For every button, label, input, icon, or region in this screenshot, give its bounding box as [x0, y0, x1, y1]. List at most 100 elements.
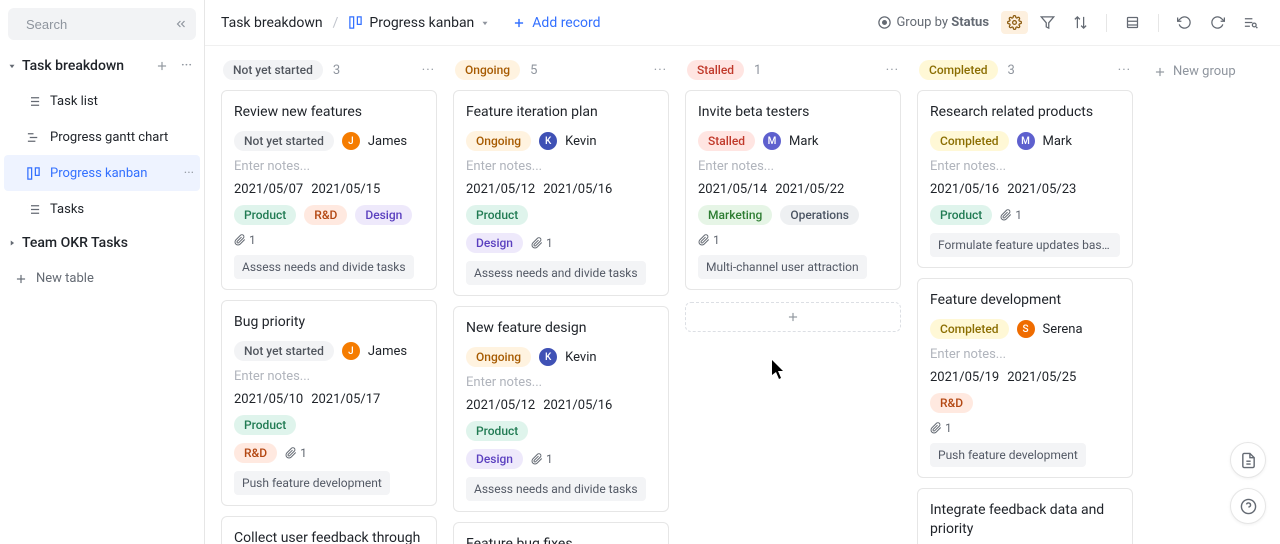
card-title: Review new features	[234, 103, 424, 121]
assignee-name: Mark	[789, 134, 818, 149]
view-item[interactable]: Tasks	[4, 191, 200, 227]
sort-icon	[1073, 15, 1088, 30]
view-item[interactable]: Task list	[4, 83, 200, 119]
assignee-name: Mark	[1043, 134, 1072, 149]
new-group-button[interactable]: New group	[1149, 60, 1240, 83]
start-date: 2021/05/16	[930, 182, 999, 197]
kanban-card[interactable]: Feature bug fixesOngoing KKevinEnter not…	[453, 522, 669, 544]
notes-placeholder: Enter notes...	[466, 375, 542, 390]
filter-button[interactable]	[1034, 11, 1061, 34]
search-box[interactable]	[8, 8, 196, 40]
table-more-button[interactable]: ···	[177, 56, 196, 75]
undo-button[interactable]	[1171, 11, 1198, 34]
subtask-chip: Formulate feature updates base...	[930, 233, 1120, 257]
main: Task breakdown / Progress kanban Add rec…	[205, 0, 1280, 544]
end-date: 2021/05/23	[1007, 182, 1076, 197]
notes-placeholder: Enter notes...	[698, 159, 774, 174]
status-assignee-row: Not yet started JJames	[234, 341, 424, 361]
kanban-card[interactable]: Review new featuresNot yet started JJame…	[221, 90, 437, 290]
help-float-button[interactable]	[1230, 488, 1266, 524]
category-tag: Design	[466, 449, 523, 469]
avatar: M	[763, 132, 781, 150]
toolbar: Task breakdown / Progress kanban Add rec…	[205, 0, 1280, 46]
settings-button[interactable]	[1001, 11, 1028, 34]
kanban-card[interactable]: Research related productsCompleted MMark…	[917, 90, 1133, 268]
card-title: Feature development	[930, 291, 1120, 309]
category-tag: Design	[466, 233, 523, 253]
table-header[interactable]: Task breakdown ···	[0, 48, 204, 83]
collapse-sidebar-button[interactable]	[172, 15, 190, 33]
column-count: 3	[333, 63, 340, 78]
add-record-label: Add record	[532, 15, 600, 31]
start-date: 2021/05/12	[466, 182, 535, 197]
redo-button[interactable]	[1204, 11, 1231, 34]
status-tag: Ongoing	[466, 131, 531, 151]
notes-row: Enter notes...	[930, 347, 1120, 362]
group-by-button[interactable]: Group by Status	[871, 11, 995, 34]
notes-float-button[interactable]	[1230, 442, 1266, 478]
help-icon	[1240, 498, 1257, 515]
attachment-count: 1	[930, 421, 952, 435]
table-header[interactable]: Team OKR Tasks	[0, 227, 204, 259]
subtask-row: Formulate feature updates base...	[930, 233, 1120, 257]
document-icon	[1240, 452, 1257, 469]
end-date: 2021/05/16	[543, 398, 612, 413]
kanban-card[interactable]: Invite beta testersStalled MMarkEnter no…	[685, 90, 901, 290]
view-item[interactable]: Progress kanban ···	[4, 155, 200, 191]
row-height-button[interactable]	[1119, 11, 1146, 34]
list-icon	[26, 202, 42, 217]
category-tag: Marketing	[698, 205, 772, 225]
subtask-row: Assess needs and divide tasks	[466, 477, 656, 501]
column-more-button[interactable]: ···	[886, 63, 899, 78]
kanban-card[interactable]: Feature developmentCompleted SSerenaEnte…	[917, 278, 1133, 478]
search-records-button[interactable]	[1237, 11, 1264, 34]
column-more-button[interactable]: ···	[1118, 63, 1131, 78]
filter-icon	[1040, 15, 1055, 30]
dates-row: 2021/05/072021/05/15	[234, 182, 424, 197]
list-icon	[26, 94, 42, 109]
tags-row: Product1	[930, 205, 1120, 225]
add-view-button[interactable]	[151, 57, 173, 75]
column-header: Ongoing 5 ···	[453, 60, 669, 80]
breadcrumb-root[interactable]: Task breakdown	[221, 15, 323, 31]
kanban-card[interactable]: Bug priorityNot yet started JJamesEnter …	[221, 300, 437, 506]
add-record-button[interactable]: Add record	[512, 15, 600, 31]
notes-placeholder: Enter notes...	[466, 159, 542, 174]
new-table-label: New table	[36, 271, 94, 286]
status-tag: Ongoing	[455, 60, 520, 80]
subtask-row: Assess needs and divide tasks	[466, 261, 656, 285]
kanban-icon	[26, 166, 42, 181]
kanban-column: Stalled 1 ··· Invite beta testersStalled…	[685, 60, 901, 544]
status-tag: Stalled	[687, 60, 744, 80]
kanban-card[interactable]: Integrate feedback data and priority	[917, 488, 1133, 544]
category-tag: Product	[466, 205, 528, 225]
status-tag: Not yet started	[234, 131, 334, 151]
subtask-row: Push feature development	[234, 471, 424, 495]
start-date: 2021/05/19	[930, 370, 999, 385]
avatar: K	[539, 132, 557, 150]
cards-container: Invite beta testersStalled MMarkEnter no…	[685, 90, 901, 544]
new-table-button[interactable]: New table	[0, 259, 204, 286]
status-tag: Stalled	[698, 131, 755, 151]
kanban-card[interactable]: New feature designOngoing KKevinEnter no…	[453, 306, 669, 512]
kanban-card[interactable]: Feature iteration planOngoing KKevinEnte…	[453, 90, 669, 296]
subtask-chip: Multi-channel user attraction	[698, 255, 867, 279]
add-card-button[interactable]	[685, 302, 901, 332]
sort-button[interactable]	[1067, 11, 1094, 34]
start-date: 2021/05/14	[698, 182, 767, 197]
redo-icon	[1210, 15, 1225, 30]
notes-placeholder: Enter notes...	[930, 159, 1006, 174]
kanban-column: Not yet started 3 ··· Review new feature…	[221, 60, 437, 544]
view-more-button[interactable]: ···	[184, 166, 194, 181]
column-more-button[interactable]: ···	[654, 63, 667, 78]
chevron-icon	[6, 61, 18, 71]
kanban-card[interactable]: Collect user feedback through	[221, 516, 437, 544]
table-name: Task breakdown	[22, 58, 147, 74]
view-selector[interactable]: Progress kanban	[348, 15, 490, 31]
view-item[interactable]: Progress gantt chart	[4, 119, 200, 155]
kanban-icon	[348, 15, 363, 30]
row-height-icon	[1125, 15, 1140, 30]
dates-row: 2021/05/16 2021/05/23	[930, 182, 1120, 197]
start-date: 2021/05/10	[234, 392, 303, 407]
column-more-button[interactable]: ···	[422, 63, 435, 78]
